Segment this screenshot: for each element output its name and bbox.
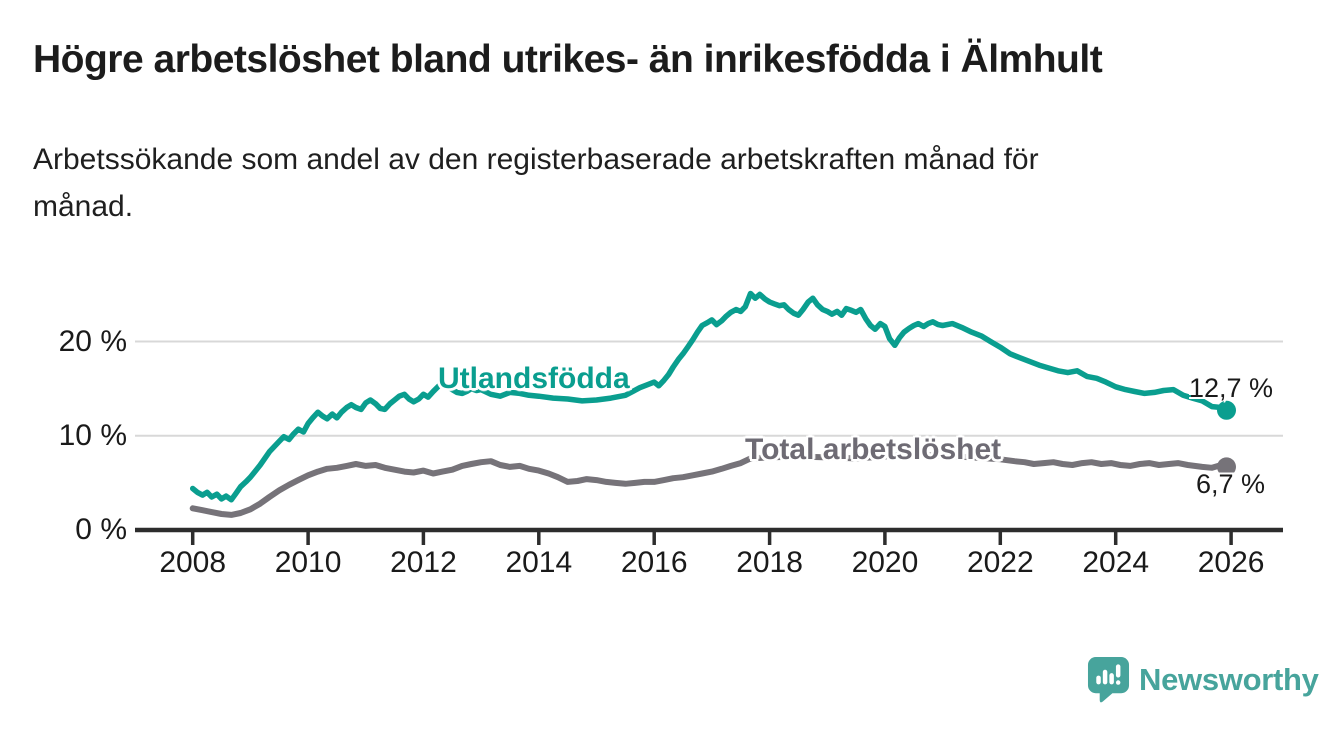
series-line-utlandsfodda bbox=[189, 290, 1230, 503]
series-line-total-arbetsloshet bbox=[189, 451, 1230, 518]
chart-title: Högre arbetslöshet bland utrikes- än inr… bbox=[33, 38, 1103, 81]
newsworthy-wordmark: Newsworthy bbox=[1139, 662, 1319, 697]
newsworthy-logo: Newsworthy bbox=[1087, 656, 1319, 704]
chart-subtitle: Arbetssökande som andel av den registerb… bbox=[33, 143, 1039, 224]
series-end-dot-utlandsfodda bbox=[1217, 400, 1236, 420]
series-end-dot-total-arbetsloshet bbox=[1217, 457, 1236, 477]
bar-chart-speech-bubble-icon bbox=[1087, 657, 1130, 703]
